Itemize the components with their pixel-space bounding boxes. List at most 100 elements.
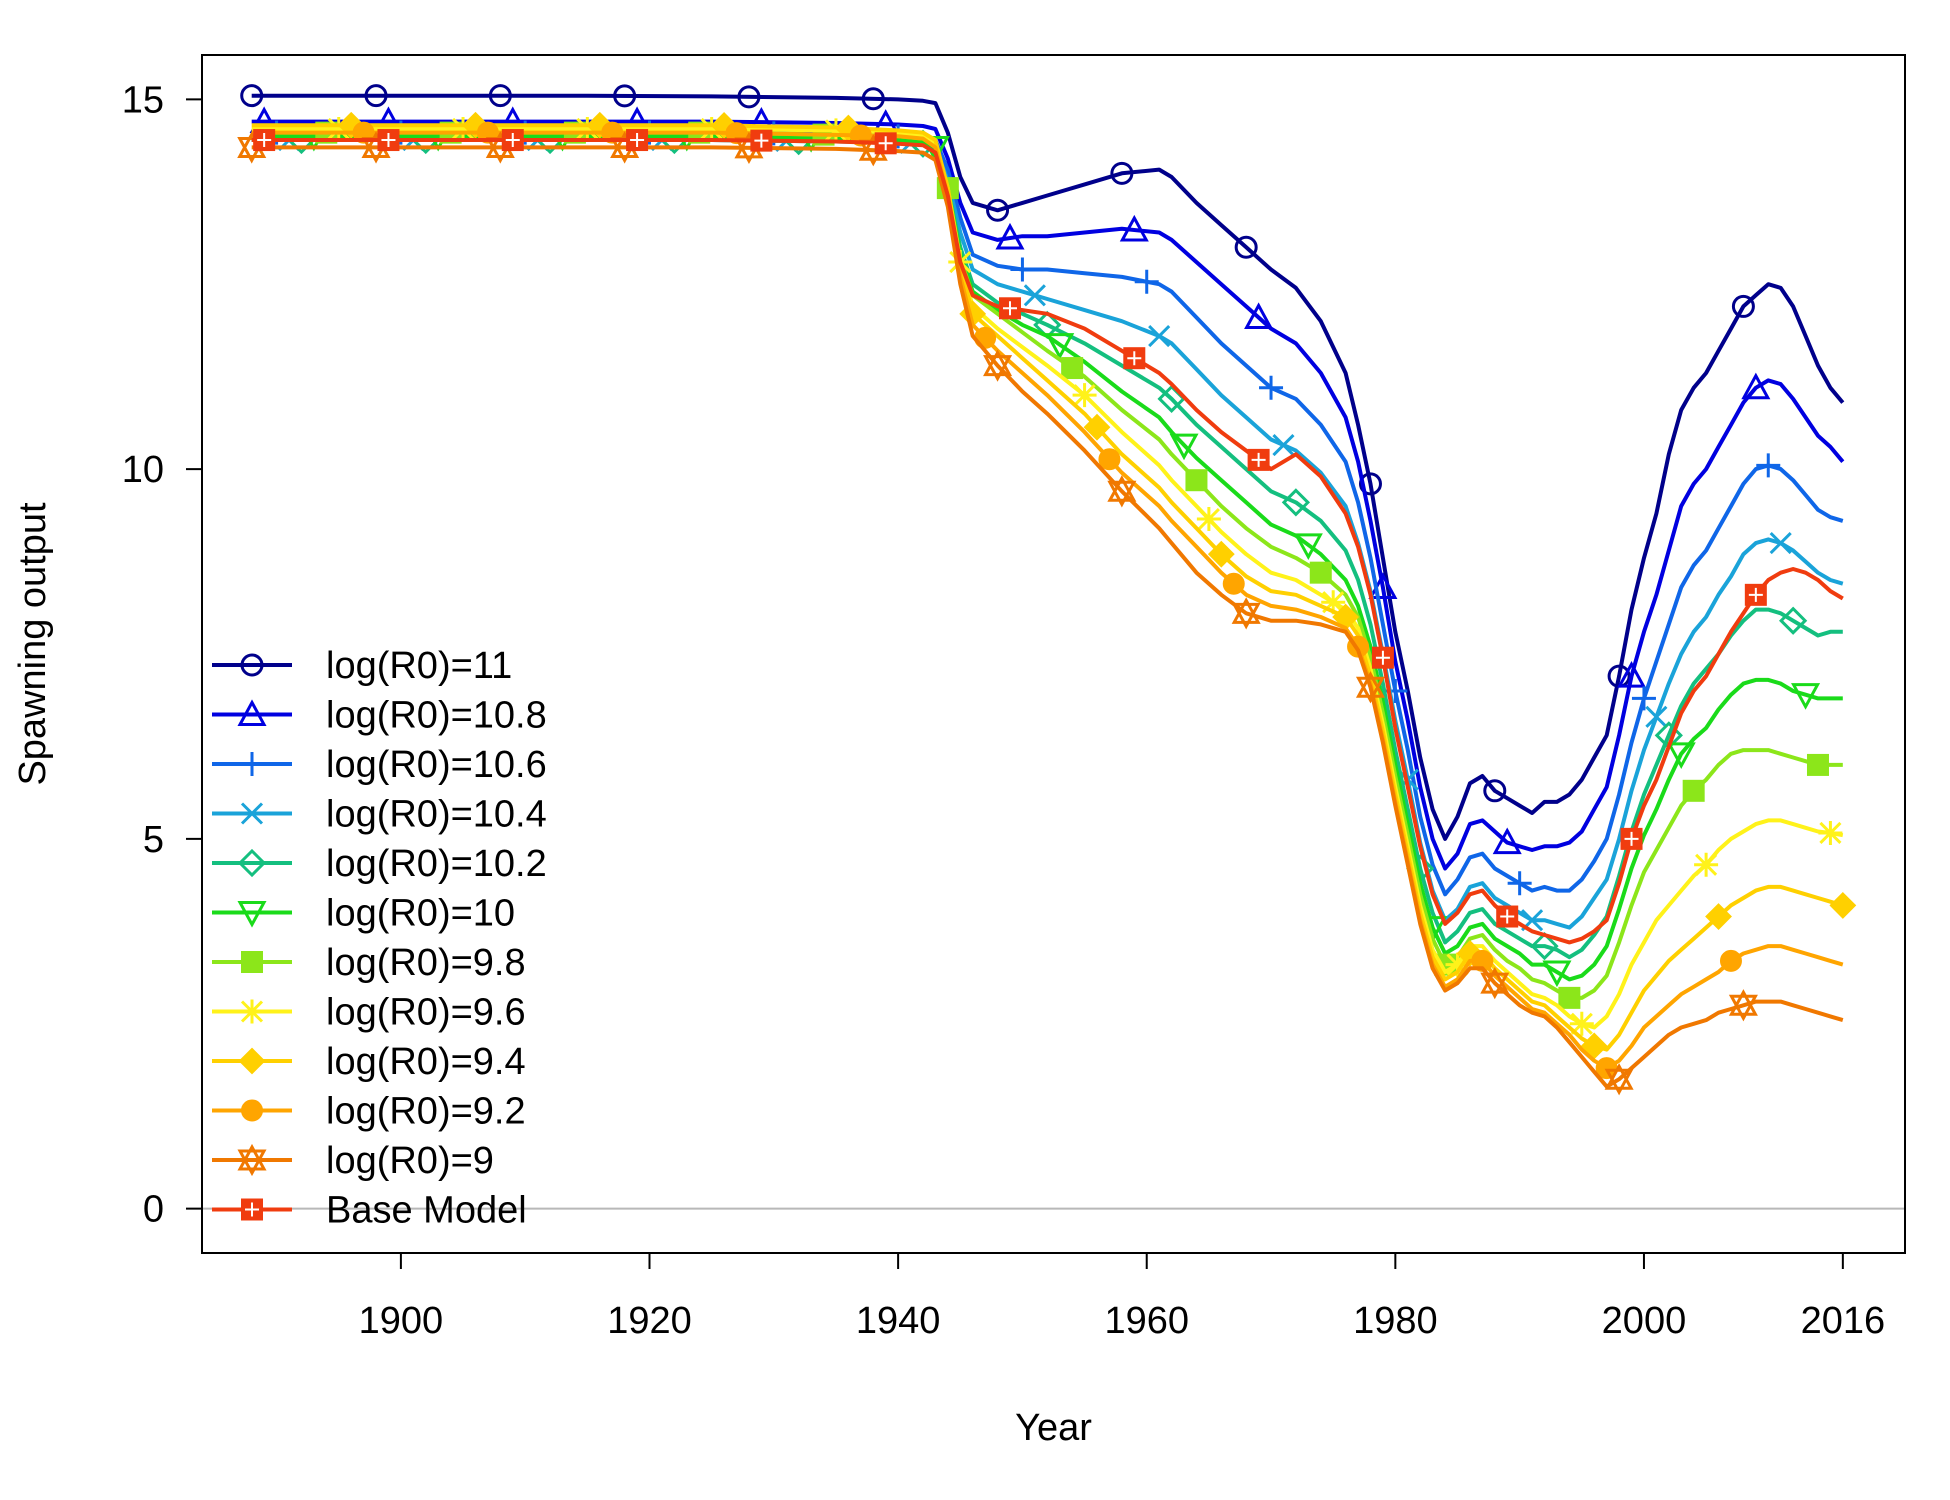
series-marker [1620,827,1643,850]
legend-entry: log(R0)=9.2 [212,1091,526,1133]
series-marker [995,222,1025,250]
series-marker [1741,372,1771,400]
series-marker [1196,507,1221,532]
axes: 1900 1920 1940 1960 1980 2000 2016 0 5 10 15 [122,79,1885,1342]
series-marker [1483,779,1507,803]
series-marker [1134,269,1159,294]
x-tick-label: 2016 [1801,1300,1886,1342]
series-marker [1779,606,1808,635]
y-axis-title: Spawning output [12,502,54,786]
series-marker [1507,871,1532,896]
series-marker [1496,905,1519,928]
series-marker [1694,852,1719,877]
series-log-r0-9-2 [251,121,1844,1080]
series-marker [575,116,600,141]
series-marker [710,112,738,139]
series-marker [983,349,1013,382]
series-marker [874,132,897,155]
series-marker [1558,986,1581,1009]
series-line [251,138,1844,945]
legend-label: log(R0)=10 [326,893,515,935]
series-marker [1010,257,1035,282]
series-marker [1123,347,1146,370]
x-tick-label: 1940 [856,1300,941,1342]
legend-label: log(R0)=10.4 [326,794,547,836]
x-tick-label: 1900 [359,1300,444,1342]
legend-label: Base Model [326,1190,527,1232]
series-marker [1244,302,1274,330]
series-marker [1616,661,1647,688]
series-marker [1072,383,1097,408]
legend-label: log(R0)=10.8 [326,695,547,737]
series-marker [986,198,1010,222]
legend-marker [237,901,267,928]
series-marker [1530,931,1559,961]
y-tick-label: 15 [122,79,164,121]
series-marker [1645,705,1668,728]
series-marker [1492,827,1522,855]
legend-entry: log(R0)=10 [212,893,515,935]
series-marker [1769,532,1792,555]
y-tick-label: 10 [122,449,164,491]
legend-marker [237,848,267,878]
series-marker [1222,572,1245,595]
legend-marker [237,1143,267,1177]
series-marker [1281,488,1311,517]
legend-label: log(R0)=9.8 [326,942,526,984]
legend-marker [240,653,264,677]
legend: log(R0)=11 log(R0)=10.8 log(R0)=10.6 log(R0… [212,645,547,1232]
series-marker [750,129,773,152]
series-marker [1728,989,1758,1022]
series-marker [488,84,512,108]
series-marker [1023,284,1046,307]
legend-entry: log(R0)=10.2 [212,843,547,885]
legend-label: log(R0)=9 [326,1140,494,1182]
series-marker [1818,820,1843,845]
x-tick-label: 1920 [607,1300,692,1342]
legend-entry: log(R0)=10.8 [212,695,547,737]
series-marker [1719,949,1742,972]
legend-label: log(R0)=9.4 [326,1041,526,1083]
series-marker [1293,533,1323,561]
series-marker [1207,540,1235,568]
series-marker [1445,952,1470,977]
legend-label: log(R0)=9.2 [326,1091,526,1133]
series-marker [1083,413,1111,441]
x-axis-title: Year [1015,1407,1092,1449]
series-marker [1148,324,1171,348]
series-marker [1119,214,1149,242]
series-marker [377,129,400,152]
series-marker [364,84,388,108]
series-marker [253,129,276,152]
legend-entry: log(R0)=10.6 [212,744,547,786]
legend-marker [240,999,264,1024]
series-marker [1107,475,1137,508]
series-marker [1272,434,1295,457]
series-marker [1631,686,1656,711]
x-tick-label: 1960 [1104,1300,1189,1342]
series-marker [1705,903,1732,930]
series-marker [1580,1032,1608,1060]
series-marker [1259,375,1284,400]
series-marker [1185,469,1208,492]
legend-entry: log(R0)=9 [212,1140,494,1182]
series-marker [1682,779,1705,802]
y-tick-label: 5 [143,819,164,861]
series-marker [1231,597,1261,630]
series-line [251,145,1844,1089]
series-line [251,93,1845,841]
series-log-r0-11 [240,84,1845,841]
series-marker [1309,561,1332,584]
series-marker [1569,1011,1594,1036]
series-marker [1666,742,1696,769]
series-marker [626,129,649,152]
series-marker [1756,453,1781,478]
series-marker [998,297,1021,320]
series-line [251,130,1844,897]
series-layer [202,84,1905,1210]
series-marker [451,116,476,141]
legend-marker [237,699,267,726]
legend-marker [238,1047,266,1075]
series-marker [240,84,264,108]
